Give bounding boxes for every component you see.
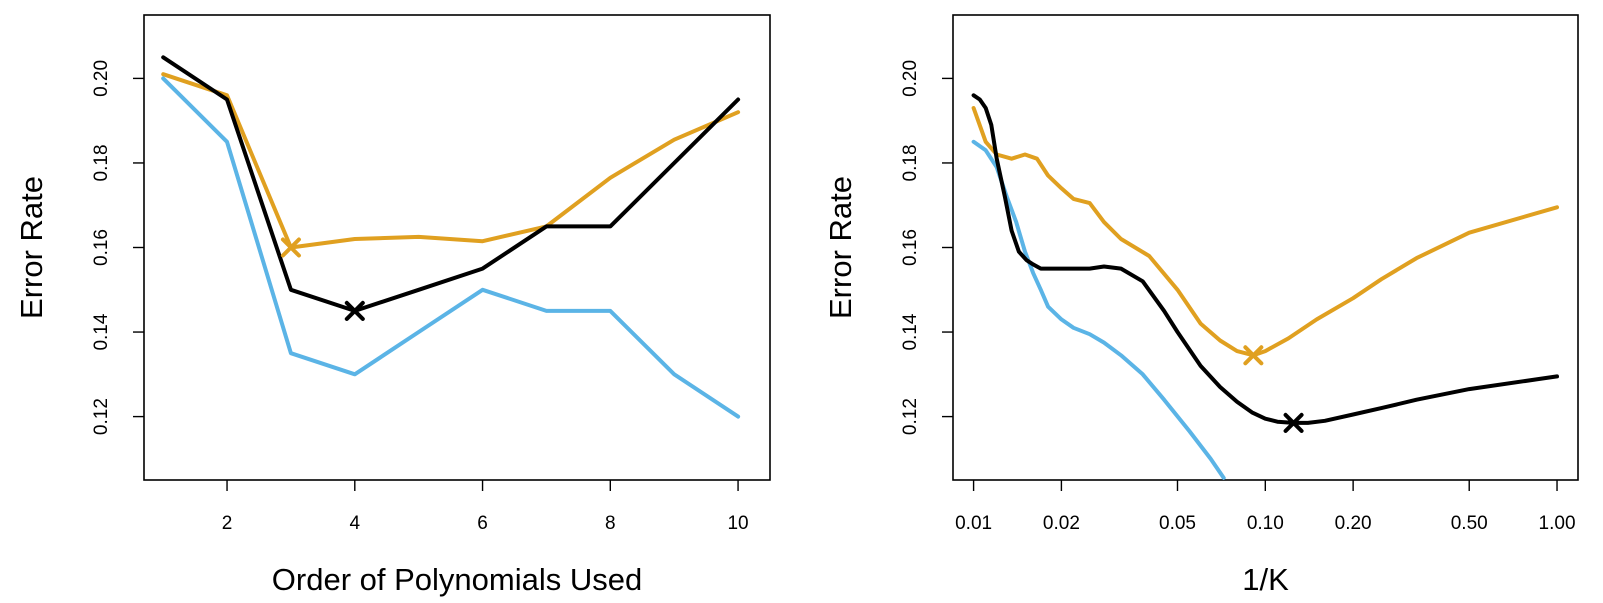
plot-frame — [952, 14, 1579, 481]
x-tick-label: 0.02 — [1043, 513, 1080, 534]
marker-orange-min — [280, 237, 301, 258]
y-tick-label: 0.14 — [91, 313, 112, 350]
series-blue — [971, 139, 1226, 480]
marker-black-min — [344, 300, 365, 321]
y-tick-label: 0.20 — [91, 60, 112, 97]
y-tick-label: 0.16 — [900, 229, 921, 266]
marker-black-min — [1283, 412, 1304, 433]
x-tick-label: 8 — [605, 513, 616, 534]
plot-frame — [143, 14, 771, 481]
y-tick-label: 0.20 — [900, 60, 921, 97]
y-axis-label: Error Rate — [823, 176, 858, 319]
x-axis-label: Order of Polynomials Used — [272, 562, 642, 597]
x-tick-label: 0.10 — [1247, 513, 1284, 534]
x-tick-label: 10 — [727, 513, 748, 534]
x-tick-label: 0.05 — [1159, 513, 1196, 534]
series-orange — [971, 106, 1559, 358]
x-tick-label: 1.00 — [1539, 513, 1576, 534]
series-blue — [161, 76, 741, 419]
series-black — [161, 55, 741, 313]
y-tick-label: 0.12 — [91, 398, 112, 435]
y-axis-label: Error Rate — [14, 176, 49, 319]
x-tick-label: 6 — [477, 513, 488, 534]
chart-1: 2 4 6 8 10 0.12 0.14 0.16 0.18 0.20 Order of Polyn… — [14, 14, 771, 597]
x-tick-label: 2 — [222, 513, 233, 534]
y-tick-label: 0.18 — [900, 144, 921, 181]
marker-orange-min — [1243, 345, 1264, 366]
y-tick-label: 0.14 — [900, 313, 921, 350]
y-tick-label: 0.12 — [900, 398, 921, 435]
x-tick-label: 4 — [350, 513, 361, 534]
y-tick-label: 0.18 — [91, 144, 112, 181]
y-tick-label: 0.16 — [91, 229, 112, 266]
x-tick-label: 0.50 — [1451, 513, 1488, 534]
series-black — [971, 93, 1559, 425]
x-axis-label: 1/K — [1242, 562, 1289, 597]
x-tick-label: 0.20 — [1335, 513, 1372, 534]
series-orange — [161, 72, 741, 250]
x-tick-label: 0.01 — [955, 513, 992, 534]
chart-2: 0.01 0.02 0.05 0.10 0.20 0.50 1.00 0.12 0.14 0.16… — [823, 14, 1579, 597]
